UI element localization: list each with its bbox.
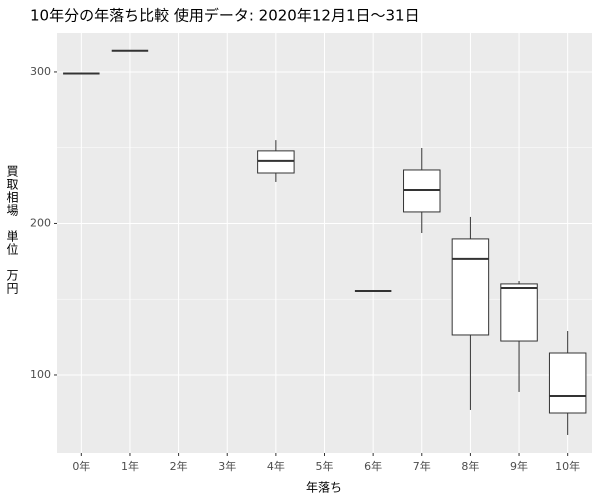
y-tick-label: 100 <box>30 368 51 381</box>
x-tick-label: 8年 <box>461 459 479 473</box>
box <box>548 352 587 414</box>
x-tick-label: 9年 <box>510 459 528 473</box>
x-tick-label: 4年 <box>267 459 285 473</box>
x-tick-label: 6年 <box>364 459 382 473</box>
y-tick-label: 200 <box>30 216 51 229</box>
x-tick-label: 5年 <box>316 459 334 473</box>
x-axis-label: 年落ち <box>306 481 342 495</box>
x-tick-label: 1年 <box>121 459 139 473</box>
x-tick-label: 0年 <box>72 459 90 473</box>
chart-title: 10年分の年落ち比較 使用データ: 2020年12月1日～31日 <box>30 7 420 25</box>
box <box>451 238 490 336</box>
box <box>257 150 295 174</box>
x-tick-label: 7年 <box>413 459 431 473</box>
y-axis-label: 買取相場 単位 万円 <box>5 165 19 295</box>
x-tick-label: 10年 <box>555 459 580 473</box>
box <box>500 283 538 342</box>
x-tick-label: 3年 <box>218 459 236 473</box>
x-tick-label: 2年 <box>170 459 188 473</box>
y-tick-label: 300 <box>30 65 51 78</box>
